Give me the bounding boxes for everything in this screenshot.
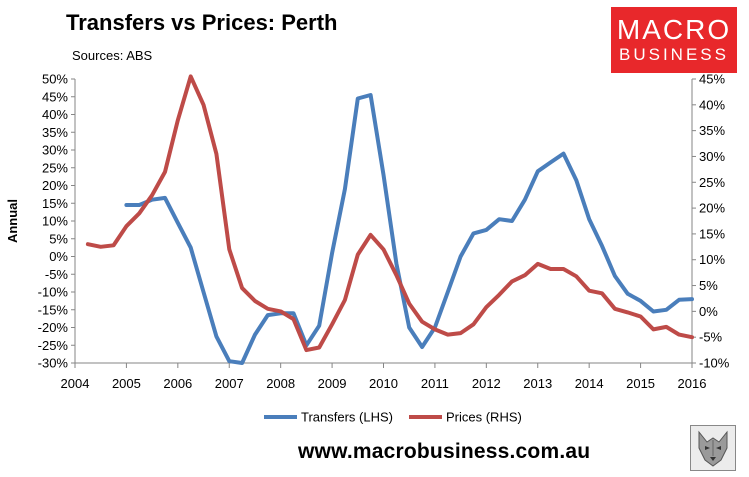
- right-tick-label: -5%: [699, 330, 723, 345]
- x-tick-label: 2008: [266, 376, 295, 391]
- x-tick-label: 2013: [523, 376, 552, 391]
- right-tick-label: 20%: [699, 201, 725, 216]
- x-tick-label: 2006: [163, 376, 192, 391]
- x-tick-label: 2009: [318, 376, 347, 391]
- legend-prices-label: Prices (RHS): [446, 410, 522, 425]
- left-tick-label: 40%: [42, 107, 68, 122]
- macrobusiness-logo[interactable]: MACRO BUSINESS: [611, 7, 737, 73]
- right-tick-label: -10%: [699, 356, 730, 371]
- x-tick-label: 2012: [472, 376, 501, 391]
- right-tick-label: 45%: [699, 72, 725, 87]
- right-tick-label: 0%: [699, 304, 718, 319]
- prices-series-line: [85, 74, 694, 353]
- left-tick-label: 50%: [42, 72, 68, 87]
- left-tick-label: -30%: [38, 356, 69, 371]
- right-tick-label: 10%: [699, 252, 725, 267]
- left-tick-label: 20%: [42, 178, 68, 193]
- chart-title: Transfers vs Prices: Perth: [66, 10, 338, 35]
- left-tick-label: 15%: [42, 196, 68, 211]
- right-tick-label: 5%: [699, 278, 718, 293]
- logo-line-2: BUSINESS: [619, 45, 729, 64]
- left-tick-label: -10%: [38, 285, 69, 300]
- left-tick-label: 10%: [42, 214, 68, 229]
- x-tick-label: 2005: [112, 376, 141, 391]
- left-tick-label: 0%: [49, 249, 68, 264]
- transfers-series-line: [124, 93, 694, 365]
- x-tick-label: 2011: [421, 376, 449, 391]
- left-tick-label: -25%: [38, 338, 69, 353]
- left-tick-label: 45%: [42, 89, 68, 104]
- logo-line-1: MACRO: [616, 14, 732, 45]
- left-tick-label: -5%: [45, 267, 69, 282]
- left-tick-label: -20%: [38, 320, 69, 335]
- y-axis-title: Annual: [5, 199, 20, 243]
- right-tick-label: 35%: [699, 123, 725, 138]
- right-tick-label: 40%: [699, 97, 725, 112]
- left-tick-label: 35%: [42, 125, 68, 140]
- wolf-icon: [690, 425, 736, 471]
- left-tick-label: -15%: [38, 302, 69, 317]
- right-tick-label: 15%: [699, 226, 725, 241]
- x-tick-label: 2004: [61, 376, 90, 391]
- legend-transfers-label: Transfers (LHS): [301, 410, 393, 425]
- x-tick-label: 2016: [678, 376, 707, 391]
- right-tick-label: 30%: [699, 149, 725, 164]
- website-url[interactable]: www.macrobusiness.com.au: [298, 440, 591, 463]
- x-tick-label: 2014: [575, 376, 604, 391]
- x-tick-label: 2010: [369, 376, 398, 391]
- x-tick-label: 2007: [215, 376, 244, 391]
- left-tick-label: 25%: [42, 160, 68, 175]
- left-tick-label: 5%: [49, 231, 68, 246]
- x-tick-label: 2015: [626, 376, 655, 391]
- chart-source: Sources: ABS: [72, 48, 153, 63]
- left-tick-label: 30%: [42, 143, 68, 158]
- right-tick-label: 25%: [699, 175, 725, 190]
